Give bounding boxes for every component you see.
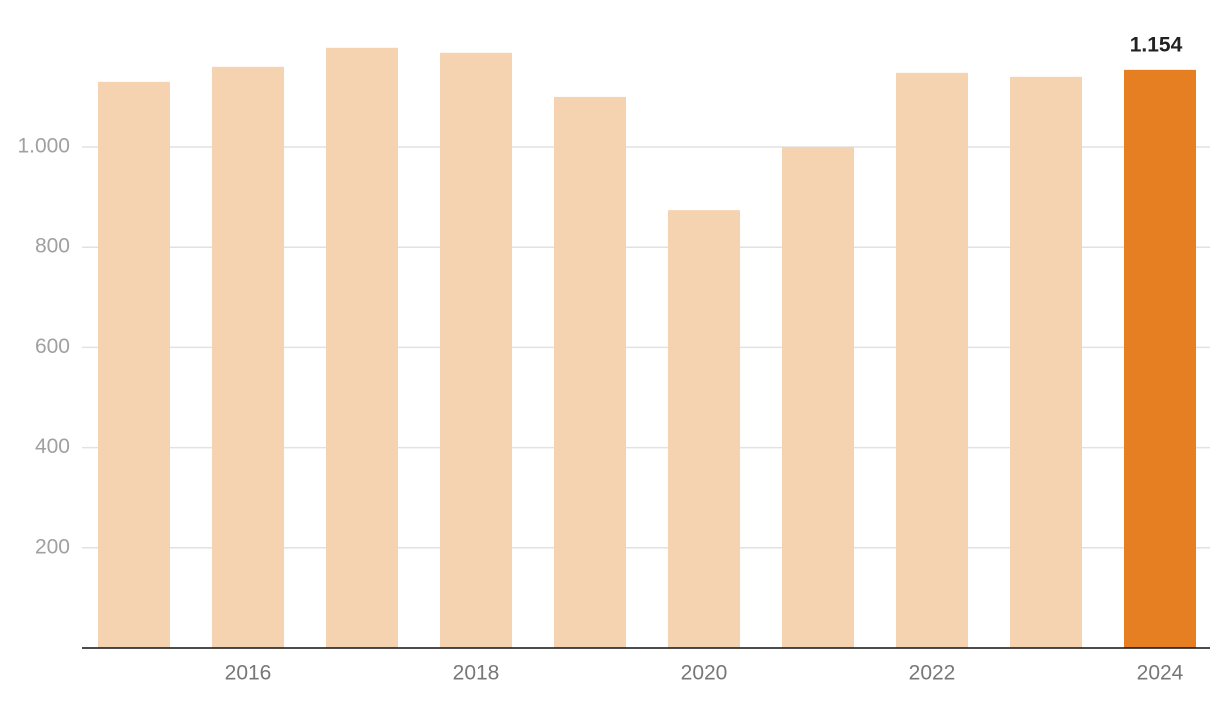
x-tick-label: 2020: [681, 662, 728, 685]
bar: [782, 147, 854, 648]
y-tick-label: 400: [35, 435, 70, 458]
x-tick-label: 2022: [909, 662, 956, 685]
y-tick-label: 1.000: [17, 135, 70, 158]
y-tick-label: 200: [35, 535, 70, 558]
bar: [1010, 76, 1082, 649]
bar: [896, 72, 968, 649]
bar: [1124, 69, 1196, 648]
x-tick-label: 2018: [453, 662, 500, 685]
bar: [668, 210, 740, 648]
bar: [212, 66, 284, 649]
bar: [440, 52, 512, 648]
y-tick-label: 800: [35, 235, 70, 258]
bar: [98, 81, 170, 649]
y-tick-label: 600: [35, 335, 70, 358]
bar: [554, 96, 626, 648]
x-tick-label: 2024: [1137, 662, 1184, 685]
x-tick-label: 2016: [225, 662, 272, 685]
value-label: 1.154: [1130, 33, 1183, 56]
bar: [326, 47, 398, 648]
